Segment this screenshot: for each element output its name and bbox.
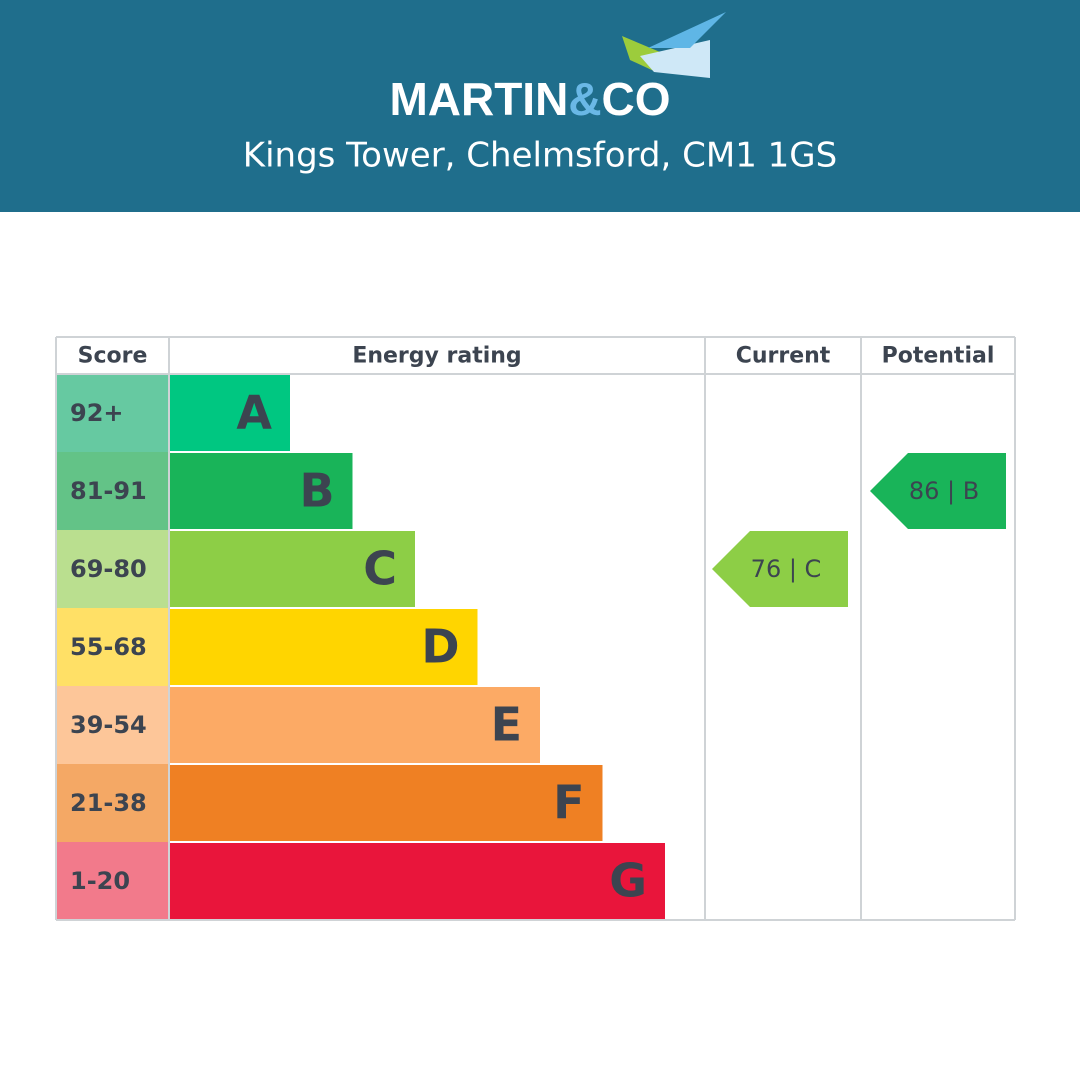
rating-letter: A [236, 386, 272, 440]
logo: MARTIN&CO [389, 73, 670, 125]
column-header: Current [736, 344, 831, 369]
score-cell [56, 764, 169, 842]
rating-letter: E [491, 698, 522, 752]
score-label: 55-68 [70, 633, 147, 661]
rating-bar [169, 453, 353, 529]
score-label: 69-80 [70, 555, 147, 583]
column-header: Score [78, 344, 148, 369]
potential-label: 86 | B [909, 477, 979, 505]
rating-bar [169, 687, 540, 763]
header-bar [0, 0, 1080, 212]
epc-table: Score Energy rating Current Potential 92+ A 81… [55, 336, 1016, 921]
rating-bar [169, 609, 478, 685]
rating-letter: B [299, 464, 334, 518]
logo-part: & [568, 73, 601, 125]
score-cell [56, 608, 169, 686]
score-label: 92+ [70, 399, 124, 427]
rating-letter: G [609, 854, 647, 908]
score-label: 39-54 [70, 711, 147, 739]
logo-icon [622, 12, 726, 78]
current-arrow [712, 531, 848, 607]
column-header: Potential [882, 344, 995, 369]
potential-arrow [870, 453, 1006, 529]
score-label: 1-20 [70, 867, 130, 895]
logo-part: CO [602, 73, 671, 125]
score-label: 21-38 [70, 789, 147, 817]
current-label: 76 | C [751, 555, 822, 583]
rating-letter: F [553, 776, 584, 830]
score-cell [56, 686, 169, 764]
rating-bar [169, 531, 415, 607]
rating-bar [169, 375, 290, 451]
score-label: 81-91 [70, 477, 147, 505]
logo-part: MARTIN [389, 73, 568, 125]
score-cell [56, 530, 169, 608]
score-cell [56, 842, 169, 920]
column-header: Energy rating [352, 344, 521, 369]
score-cell [56, 374, 169, 452]
rating-letter: D [421, 620, 459, 674]
rating-letter: C [363, 542, 397, 596]
address: Kings Tower, Chelmsford, CM1 1GS [243, 136, 837, 176]
score-cell [56, 452, 169, 530]
rating-bar [169, 765, 603, 841]
rating-bar [169, 843, 665, 919]
